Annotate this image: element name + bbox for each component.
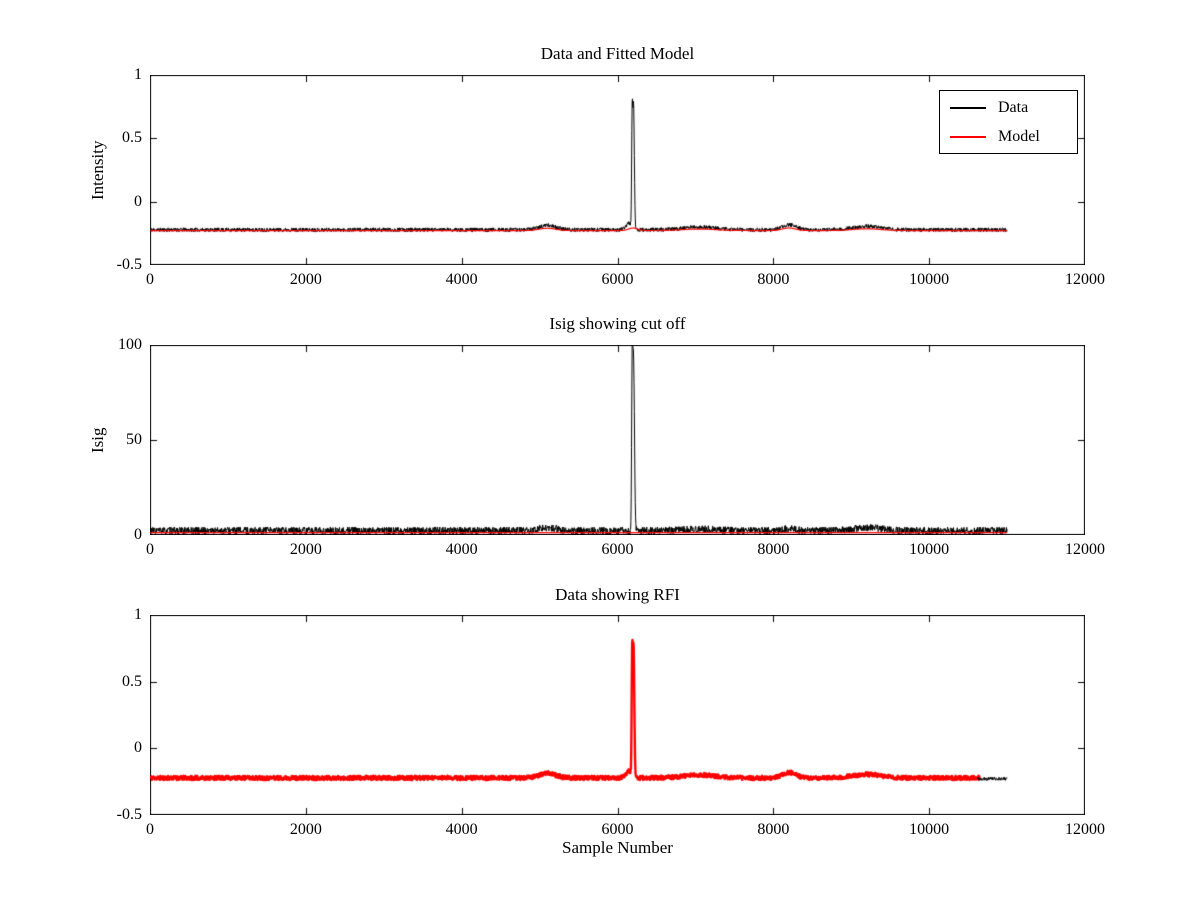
x-tick-label: 2000 — [289, 821, 322, 838]
x-tick-label: 6000 — [601, 541, 634, 558]
y-tick-label: 0 — [134, 526, 142, 543]
legend-line-sample-data — [950, 106, 986, 109]
x-tick-label: 2000 — [289, 271, 322, 288]
x-tick-label: 0 — [146, 821, 154, 838]
y-tick-label: 1 — [134, 66, 142, 83]
x-tick-label: 8000 — [757, 821, 790, 838]
x-tick-label: 10000 — [909, 821, 950, 838]
x-tick-label: 4000 — [445, 271, 478, 288]
subplot2-canvas — [150, 345, 1085, 535]
legend-entry-data: Data — [940, 93, 1077, 122]
subplot1-title: Data and Fitted Model — [540, 44, 695, 63]
y-tick-label: 0.5 — [122, 129, 142, 147]
x-tick-label: 0 — [146, 541, 154, 558]
subplot3-title: Data showing RFI — [555, 585, 680, 604]
y-tick-label: 0 — [134, 192, 142, 210]
x-tick-label: 6000 — [601, 821, 634, 838]
y-tick-label: 0.5 — [122, 672, 142, 690]
x-tick-label: 8000 — [757, 271, 790, 288]
x-tick-label: 0 — [146, 271, 154, 288]
x-tick-label: 6000 — [601, 271, 634, 288]
subplot1-ylabel: Intensity — [88, 140, 107, 200]
x-axis-label: Sample Number — [562, 838, 673, 857]
y-tick-label: 50 — [126, 431, 142, 448]
x-tick-label: 12000 — [1065, 821, 1105, 838]
x-tick-label: 2000 — [289, 541, 322, 558]
x-tick-label: 8000 — [757, 541, 790, 558]
x-tick-label: 12000 — [1065, 541, 1105, 558]
legend-entry-model: Model — [940, 122, 1077, 151]
y-tick-label: 100 — [118, 336, 142, 353]
legend-label-model: Model — [998, 127, 1040, 145]
x-tick-label: 4000 — [445, 541, 478, 558]
y-tick-label: -0.5 — [116, 806, 142, 823]
subplot2-title: Isig showing cut off — [549, 314, 686, 333]
subplot1-canvas — [150, 75, 1085, 265]
legend-label-data: Data — [998, 98, 1029, 116]
y-tick-label: 1 — [134, 606, 142, 623]
y-tick-label: -0.5 — [116, 256, 142, 273]
y-tick-label: 0 — [134, 739, 142, 757]
legend: Data Model — [939, 90, 1078, 154]
x-tick-label: 10000 — [909, 271, 950, 288]
subplot3-canvas — [150, 615, 1085, 815]
x-tick-label: 4000 — [445, 821, 478, 838]
x-tick-label: 12000 — [1065, 271, 1105, 288]
x-tick-label: 10000 — [909, 541, 950, 558]
legend-line-sample-model — [950, 135, 986, 138]
